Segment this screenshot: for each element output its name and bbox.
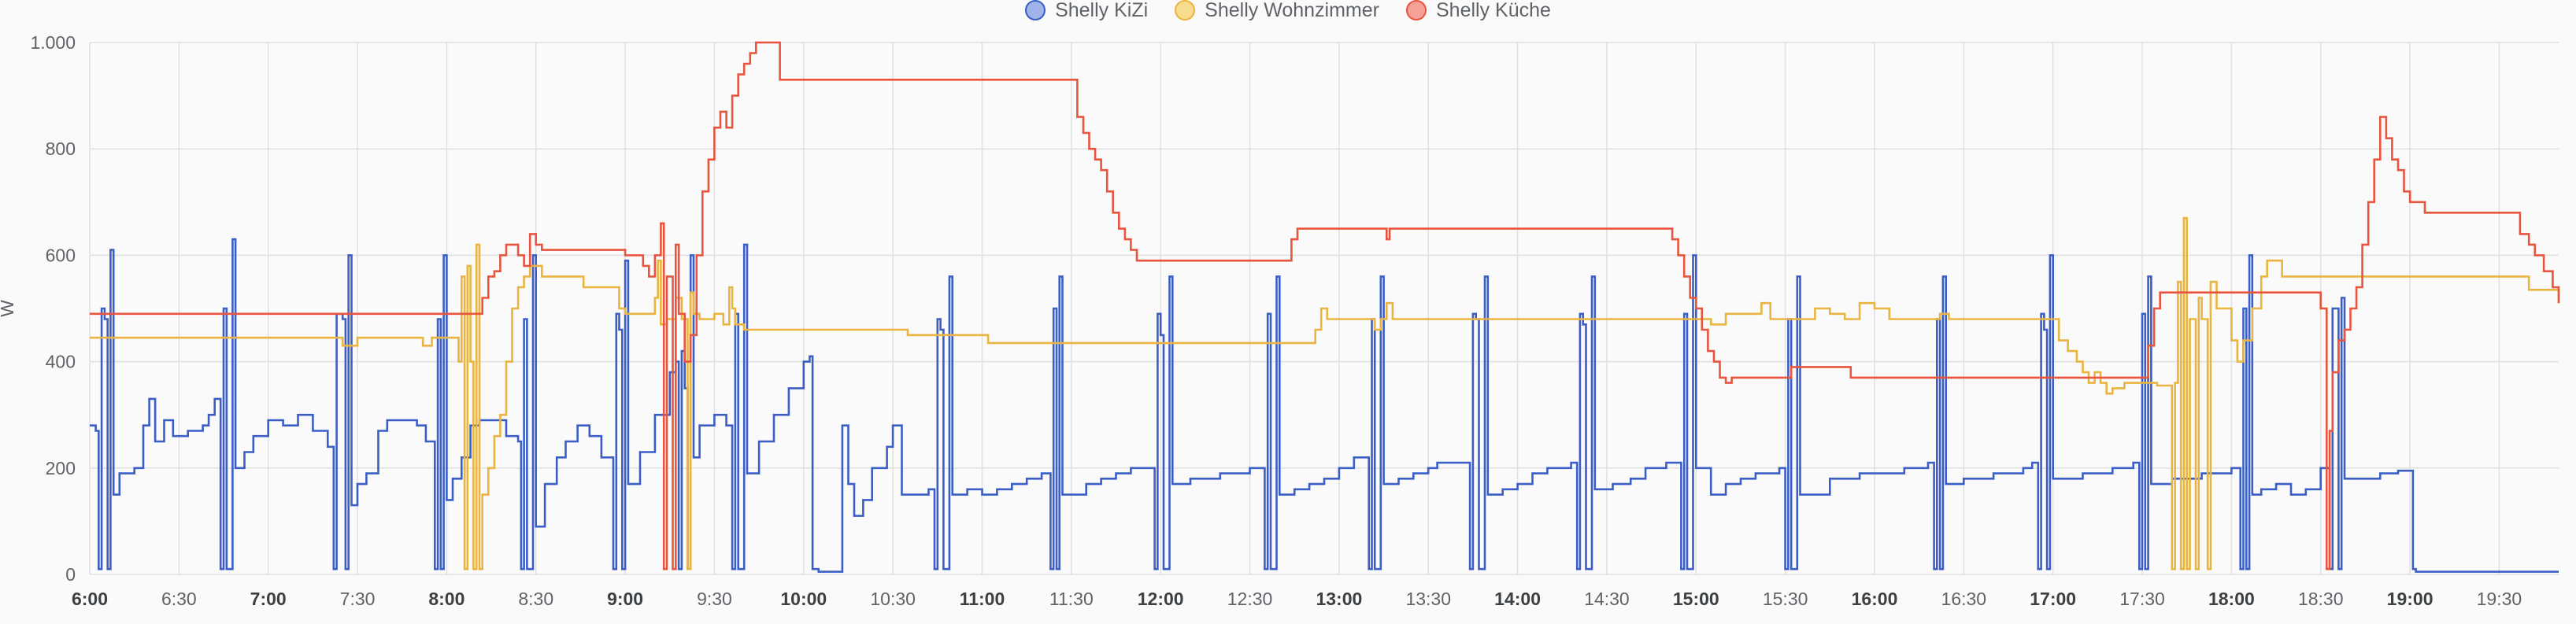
x-tick-label: 11:00 [960, 589, 1005, 609]
x-tick-label: 18:00 [2208, 589, 2255, 609]
series-line-2[interactable] [90, 41, 2560, 570]
legend-item-kueche[interactable]: Shelly Küche [1405, 0, 1551, 22]
x-tick-label: 13:30 [1405, 589, 1451, 609]
x-tick-label: 15:30 [1763, 589, 1808, 609]
y-tick-label: 400 [46, 352, 76, 372]
x-tick-label: 16:00 [1852, 589, 1898, 609]
x-tick-label: 6:30 [161, 589, 197, 609]
x-tick-label: 16:30 [1941, 589, 1987, 609]
x-tick-label: 12:00 [1138, 589, 1184, 609]
legend-label-kizi: Shelly KiZi [1055, 0, 1149, 21]
axes: 0 200 400 600 800 1.000 6:00 6:30 7:00 7:30 8:00 8:… [30, 32, 2522, 609]
x-tick-label: 6:00 [72, 589, 108, 609]
legend-item-kizi[interactable]: Shelly KiZi [1025, 0, 1148, 22]
x-tick-label: 13:00 [1316, 589, 1362, 609]
x-tick-label: 8:00 [428, 589, 464, 609]
y-tick-label: 0 [65, 564, 76, 585]
legend-swatch-kueche-icon [1405, 0, 1427, 20]
legend-label-wohnzimmer: Shelly Wohnzimmer [1205, 0, 1379, 21]
x-tick-label: 9:30 [697, 589, 732, 609]
y-tick-label: 1.000 [30, 32, 76, 53]
x-tick-label: 12:30 [1227, 589, 1273, 609]
x-tick-label: 14:00 [1494, 589, 1541, 609]
x-tick-label: 10:00 [780, 589, 827, 609]
x-tick-label: 14:30 [1584, 589, 1630, 609]
series-lines[interactable] [90, 41, 2560, 573]
x-tick-label: 15:00 [1673, 589, 1719, 609]
x-tick-label: 19:00 [2387, 589, 2434, 609]
chart-legend: Shelly KiZi Shelly Wohnzimmer Shelly Küc… [0, 0, 2576, 22]
x-tick-label: 7:30 [340, 589, 376, 609]
legend-item-wohnzimmer[interactable]: Shelly Wohnzimmer [1175, 0, 1379, 22]
y-tick-label: 800 [46, 138, 76, 159]
legend-swatch-wohnzimmer-icon [1175, 0, 1196, 20]
x-tick-label: 10:30 [870, 589, 916, 609]
legend-label-kueche: Shelly Küche [1435, 0, 1551, 21]
x-tick-label: 8:30 [518, 589, 553, 609]
y-tick-label: 200 [46, 458, 76, 478]
series-line-1[interactable] [90, 216, 2560, 570]
y-tick-label: 600 [46, 245, 76, 265]
x-tick-label: 11:30 [1049, 589, 1094, 609]
x-tick-label: 19:30 [2477, 589, 2522, 609]
x-tick-label: 9:00 [607, 589, 643, 609]
y-axis-title: W [0, 300, 17, 317]
x-tick-label: 7:00 [250, 589, 287, 609]
series-line-0[interactable] [90, 238, 2559, 573]
x-tick-label: 17:30 [2119, 589, 2165, 609]
x-tick-label: 17:00 [2030, 589, 2076, 609]
x-tick-label: 18:30 [2298, 589, 2344, 609]
legend-swatch-kizi-icon [1025, 0, 1046, 20]
